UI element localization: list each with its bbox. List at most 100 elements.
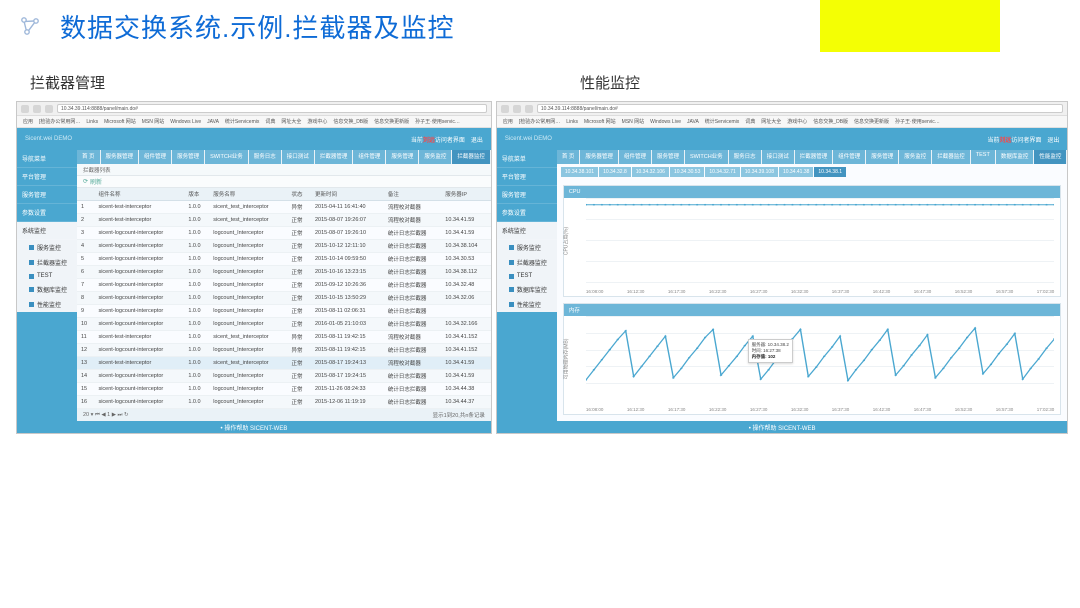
pager[interactable]: 20 ▾ ⏮ ◀ 1 ▶ ⏭ ↻ 显示1到20,共n条记录 — [77, 409, 491, 421]
sidebar-group[interactable]: 参数设置 — [17, 204, 77, 222]
table-row[interactable]: 15sicent-logcount-interceptor1.0.0logcou… — [77, 383, 491, 396]
tab[interactable]: 服务管理 — [866, 150, 898, 164]
sidebar-group[interactable]: 服务管理 — [497, 186, 557, 204]
bookmark-item[interactable]: 游戏中心 — [307, 118, 327, 125]
back-button[interactable] — [21, 105, 29, 113]
tab[interactable]: SWITCH业务 — [205, 150, 248, 164]
table-row[interactable]: 7sicent-logcount-interceptor1.0.0logcoun… — [77, 279, 491, 292]
table-row[interactable]: 8sicent-logcount-interceptor1.0.0logcoun… — [77, 292, 491, 305]
bookmark-item[interactable]: MSN 网站 — [622, 118, 645, 125]
tab[interactable]: 服务监控 — [419, 150, 451, 164]
sidebar-group[interactable]: 系统监控 — [17, 222, 77, 240]
tab[interactable]: TEST — [971, 150, 995, 164]
tab[interactable]: 服务监控 — [899, 150, 931, 164]
table-row[interactable]: 2sicent-test-interceptor1.0.0sicent_test… — [77, 214, 491, 227]
tab[interactable]: 组件管理 — [833, 150, 865, 164]
table-row[interactable]: 6sicent-logcount-interceptor1.0.0logcoun… — [77, 266, 491, 279]
bookmark-item[interactable]: 信息交换更新版 — [374, 118, 409, 125]
column-header[interactable]: 组件名称 — [94, 188, 184, 201]
url-input[interactable]: 10.34.39.114:8888/panel/main.do# — [537, 104, 1063, 113]
bookmark-item[interactable]: Windows Live — [170, 119, 201, 125]
bookmark-item[interactable]: Microsoft 网站 — [584, 118, 616, 125]
sidebar-item[interactable]: 数据库监控 — [497, 282, 557, 297]
column-header[interactable]: 服务名称 — [209, 188, 287, 201]
ip-tab[interactable]: 10.34.38.1 — [814, 167, 846, 177]
logout-link[interactable]: 退出 — [471, 135, 483, 144]
table-row[interactable]: 5sicent-logcount-interceptor1.0.0logcoun… — [77, 253, 491, 266]
column-header[interactable]: 更新时间 — [311, 188, 384, 201]
bookmark-item[interactable]: [检验办公常用网… — [519, 118, 560, 125]
column-header[interactable]: 版本 — [184, 188, 209, 201]
bookmark-item[interactable]: 网址大全 — [761, 118, 781, 125]
tab[interactable]: 组件管理 — [139, 150, 171, 164]
bookmark-item[interactable]: 应用 — [503, 118, 513, 125]
tab[interactable]: 服务管理 — [172, 150, 204, 164]
column-header[interactable]: 备注 — [384, 188, 441, 201]
tab[interactable]: 接口测试 — [282, 150, 314, 164]
tab[interactable]: 首 页 — [77, 150, 100, 164]
tab[interactable]: 组件管理 — [619, 150, 651, 164]
bookmark-item[interactable]: Microsoft 网站 — [104, 118, 136, 125]
forward-button[interactable] — [33, 105, 41, 113]
tab[interactable]: 服务管理 — [652, 150, 684, 164]
ip-tab[interactable]: 10.34.32.106 — [632, 167, 669, 177]
table-row[interactable]: 1sicent-test-interceptor1.0.0sicent_test… — [77, 201, 491, 214]
tab[interactable]: 首 页 — [557, 150, 580, 164]
tab[interactable]: 拦截器监控 — [932, 150, 970, 164]
bookmark-item[interactable]: 应用 — [23, 118, 33, 125]
sidebar-item[interactable]: 性能监控 — [497, 297, 557, 312]
table-row[interactable]: 10sicent-logcount-interceptor1.0.0logcou… — [77, 318, 491, 331]
bookmark-item[interactable]: JAVA — [687, 119, 699, 125]
tab[interactable]: SWITCH业务 — [685, 150, 728, 164]
url-input[interactable]: 10.34.39.114:8888/panel/main.do# — [57, 104, 487, 113]
table-row[interactable]: 14sicent-logcount-interceptor1.0.0logcou… — [77, 370, 491, 383]
bookmark-item[interactable]: Windows Live — [650, 119, 681, 125]
bookmark-item[interactable]: 信息交换_DB版 — [813, 118, 848, 125]
column-header[interactable] — [77, 188, 94, 201]
sidebar-group[interactable]: 参数设置 — [497, 204, 557, 222]
bookmark-item[interactable]: [检验办公常用网… — [39, 118, 80, 125]
table-row[interactable]: 9sicent-logcount-interceptor1.0.0logcoun… — [77, 305, 491, 318]
tab[interactable]: 性能监控 — [1034, 150, 1066, 164]
sidebar-item[interactable]: 拦截器监控 — [497, 255, 557, 270]
logout-link[interactable]: 退出 — [1047, 135, 1059, 144]
back-button[interactable] — [501, 105, 509, 113]
tab[interactable]: 服务日志 — [729, 150, 761, 164]
bookmark-item[interactable]: 孙子王·使用servic… — [895, 118, 940, 125]
table-row[interactable]: 16sicent-logcount-interceptor1.0.0logcou… — [77, 396, 491, 409]
tab[interactable]: 服务器管理 — [580, 150, 618, 164]
table-row[interactable]: 13sicent-test-interceptor1.0.0sicent_tes… — [77, 357, 491, 370]
sidebar-group[interactable]: 服务管理 — [17, 186, 77, 204]
tab[interactable]: 数据库监控 — [996, 150, 1034, 164]
sidebar-item[interactable]: 服务监控 — [497, 240, 557, 255]
bookmark-item[interactable]: 孙子王·使用servic… — [415, 118, 460, 125]
bookmark-item[interactable]: 统计Servicemix — [705, 118, 739, 125]
tab[interactable]: 服务管理 — [386, 150, 418, 164]
sidebar-group[interactable]: 系统监控 — [497, 222, 557, 240]
sidebar-item[interactable]: 服务监控 — [17, 240, 77, 255]
sidebar-item[interactable]: 性能监控 — [17, 297, 77, 312]
table-row[interactable]: 12sicent-logcount-interceptor1.0.0logcou… — [77, 344, 491, 357]
tab[interactable]: 组件管理 — [353, 150, 385, 164]
sidebar-item[interactable]: 数据库监控 — [17, 282, 77, 297]
sidebar-group[interactable]: 平台管理 — [17, 168, 77, 186]
tab[interactable]: 拦截器管理 — [795, 150, 833, 164]
sidebar-group[interactable]: 导航菜单 — [497, 150, 557, 168]
bookmark-item[interactable]: Links — [566, 119, 578, 125]
table-row[interactable]: 3sicent-logcount-interceptor1.0.0logcoun… — [77, 227, 491, 240]
reload-button[interactable] — [45, 105, 53, 113]
bookmark-item[interactable]: Links — [86, 119, 98, 125]
pager-controls[interactable]: 20 ▾ ⏮ ◀ 1 ▶ ⏭ ↻ — [83, 412, 129, 419]
sidebar-item[interactable]: 拦截器监控 — [17, 255, 77, 270]
sidebar-group[interactable]: 平台管理 — [497, 168, 557, 186]
ip-tab[interactable]: 10.34.39.108 — [741, 167, 778, 177]
sidebar-item[interactable]: TEST — [17, 270, 77, 282]
bookmark-item[interactable]: 词典 — [745, 118, 755, 125]
bookmark-item[interactable]: 网址大全 — [281, 118, 301, 125]
tab[interactable]: 拦截器管理 — [315, 150, 353, 164]
ip-tab[interactable]: 10.34.38.101 — [561, 167, 598, 177]
bookmark-item[interactable]: 游戏中心 — [787, 118, 807, 125]
bookmark-item[interactable]: 统计Servicemix — [225, 118, 259, 125]
ip-tab[interactable]: 10.34.30.53 — [670, 167, 704, 177]
tab[interactable]: 拦截器监控 — [452, 150, 490, 164]
